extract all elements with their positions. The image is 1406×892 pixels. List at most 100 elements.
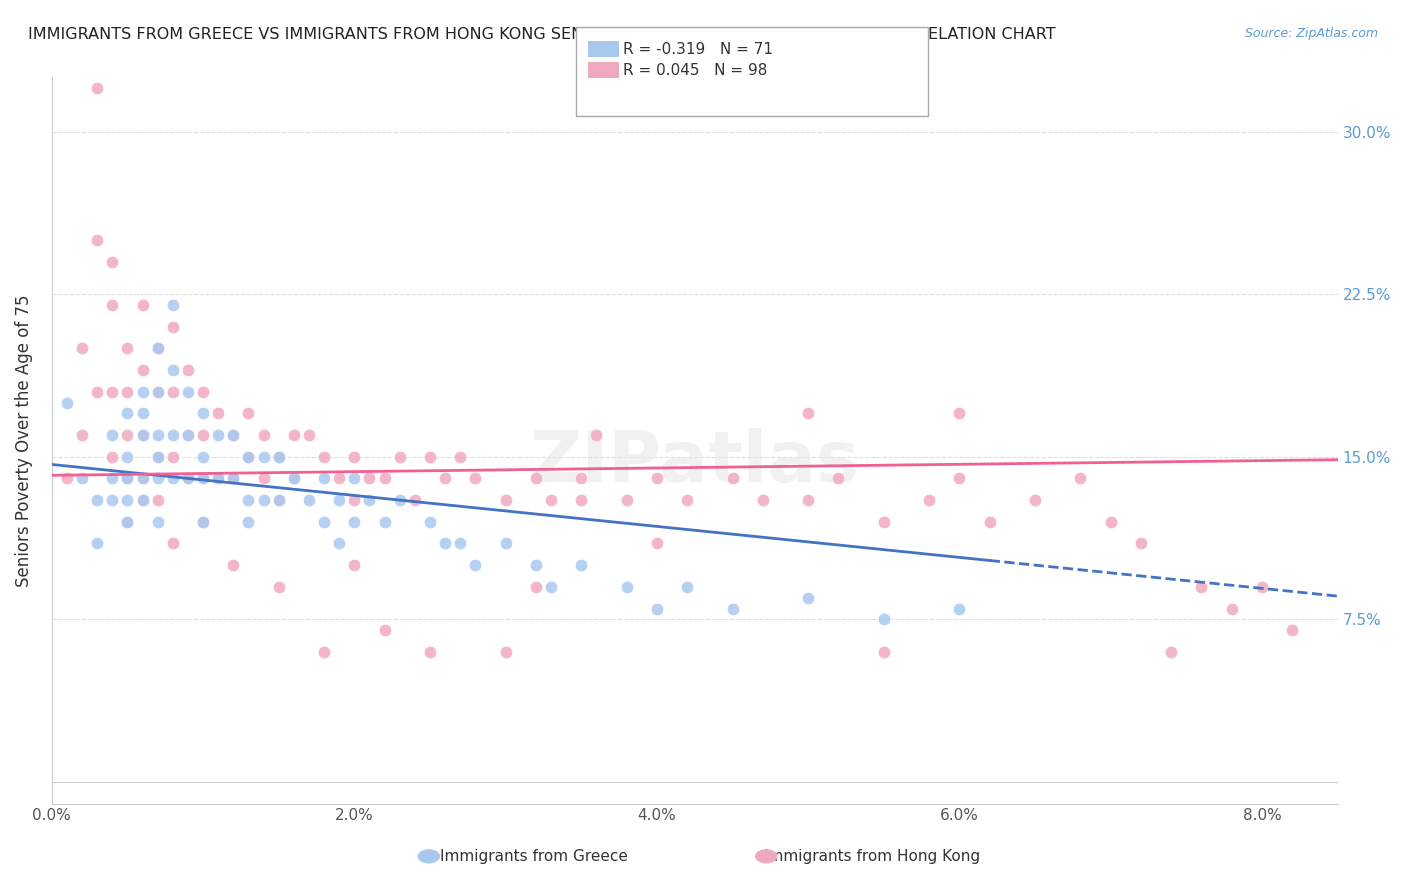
Point	[162, 536, 184, 550]
Point	[101, 298, 124, 312]
Point	[1281, 624, 1303, 638]
Point	[449, 450, 471, 464]
Point	[146, 428, 169, 442]
Point	[70, 428, 93, 442]
Point	[101, 493, 124, 508]
Point	[449, 536, 471, 550]
Point	[359, 471, 381, 485]
Y-axis label: Seniors Poverty Over the Age of 75: Seniors Poverty Over the Age of 75	[15, 294, 32, 587]
Point	[252, 450, 274, 464]
Point	[162, 363, 184, 377]
Point	[540, 580, 562, 594]
Point	[238, 515, 260, 529]
Point	[374, 624, 396, 638]
Point	[131, 471, 153, 485]
Point	[131, 428, 153, 442]
Point	[388, 493, 411, 508]
Text: R = -0.319   N = 71: R = -0.319 N = 71	[623, 42, 773, 56]
Point	[131, 493, 153, 508]
Point	[721, 471, 744, 485]
Point	[191, 428, 214, 442]
Point	[131, 298, 153, 312]
Point	[191, 384, 214, 399]
Point	[177, 384, 200, 399]
Point	[191, 515, 214, 529]
Point	[101, 428, 124, 442]
Point	[343, 450, 366, 464]
Point	[131, 493, 153, 508]
Text: IMMIGRANTS FROM GREECE VS IMMIGRANTS FROM HONG KONG SENIORS POVERTY OVER THE AGE: IMMIGRANTS FROM GREECE VS IMMIGRANTS FRO…	[28, 27, 1056, 42]
Point	[146, 493, 169, 508]
Point	[252, 493, 274, 508]
Point	[918, 493, 941, 508]
Point	[117, 384, 139, 399]
Point	[222, 471, 245, 485]
Point	[222, 558, 245, 573]
Point	[948, 406, 970, 420]
Point	[1069, 471, 1091, 485]
Point	[1160, 645, 1182, 659]
Point	[495, 493, 517, 508]
Point	[676, 580, 699, 594]
Point	[797, 591, 820, 605]
Point	[464, 471, 486, 485]
Point	[585, 428, 607, 442]
Point	[117, 428, 139, 442]
Point	[146, 384, 169, 399]
Point	[146, 515, 169, 529]
Point	[419, 645, 441, 659]
Point	[419, 450, 441, 464]
Point	[191, 406, 214, 420]
Point	[1099, 515, 1122, 529]
Point	[117, 515, 139, 529]
Point	[283, 471, 305, 485]
Point	[312, 450, 335, 464]
Point	[146, 450, 169, 464]
Point	[131, 363, 153, 377]
Point	[948, 601, 970, 615]
Point	[131, 384, 153, 399]
Point	[283, 428, 305, 442]
Point	[70, 342, 93, 356]
Point	[238, 450, 260, 464]
Point	[222, 471, 245, 485]
Point	[1191, 580, 1213, 594]
Point	[495, 645, 517, 659]
Point	[162, 428, 184, 442]
Point	[434, 471, 457, 485]
Point	[117, 471, 139, 485]
Point	[388, 450, 411, 464]
Point	[979, 515, 1001, 529]
Point	[434, 536, 457, 550]
Point	[238, 406, 260, 420]
Point	[328, 536, 350, 550]
Point	[524, 471, 547, 485]
Point	[86, 384, 108, 399]
Point	[797, 493, 820, 508]
Point	[146, 450, 169, 464]
Point	[177, 428, 200, 442]
Point	[569, 471, 592, 485]
Point	[328, 493, 350, 508]
Point	[569, 493, 592, 508]
Point	[616, 493, 638, 508]
Point	[374, 515, 396, 529]
Point	[267, 493, 290, 508]
Point	[645, 601, 668, 615]
Point	[1024, 493, 1046, 508]
Point	[191, 471, 214, 485]
Point	[146, 342, 169, 356]
Point	[374, 471, 396, 485]
Point	[267, 450, 290, 464]
Point	[146, 384, 169, 399]
Point	[117, 450, 139, 464]
Point	[101, 450, 124, 464]
Point	[616, 580, 638, 594]
Point	[101, 471, 124, 485]
Point	[131, 471, 153, 485]
Point	[312, 515, 335, 529]
Point	[343, 515, 366, 529]
Point	[207, 406, 229, 420]
Point	[1251, 580, 1274, 594]
Point	[191, 450, 214, 464]
